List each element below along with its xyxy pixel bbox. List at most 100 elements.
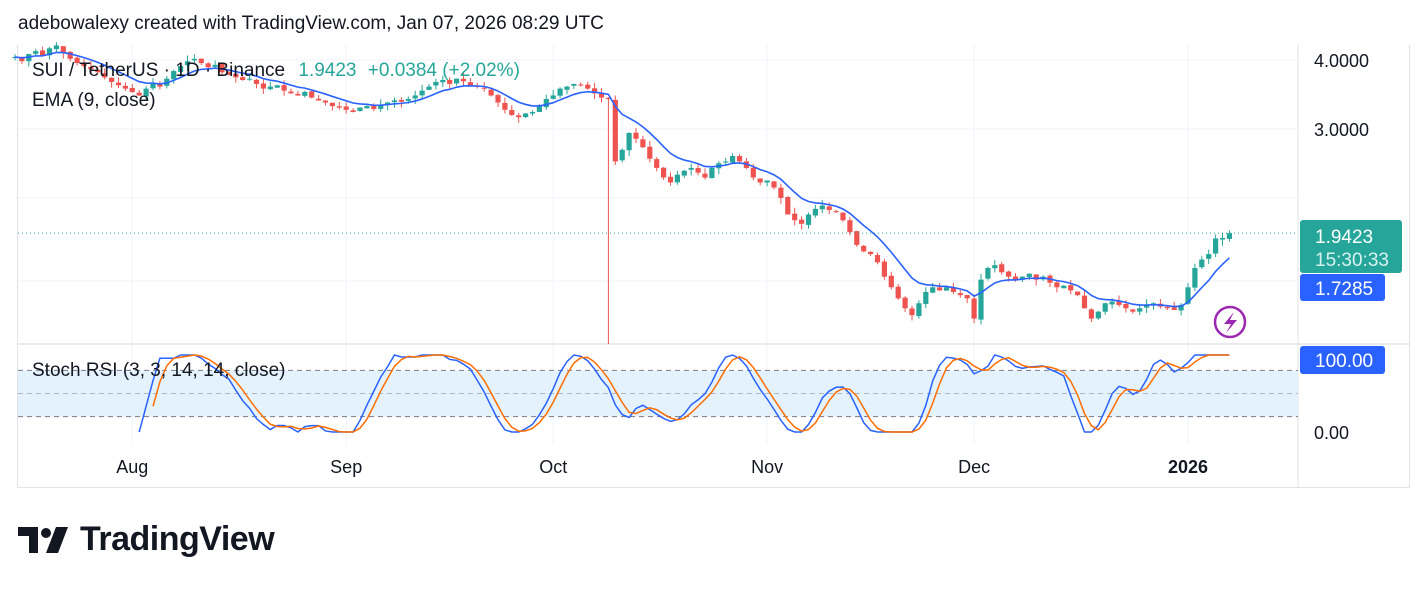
candle-body [1109,301,1115,305]
candle-body [74,57,80,64]
candle-body [854,231,860,245]
candle-body [523,113,529,118]
candle-body [605,97,611,99]
candle-body [564,86,570,90]
stoch-legend[interactable]: Stoch RSI (3, 3, 14, 14, close) [32,360,286,381]
candle-body [943,287,950,291]
candle-body [343,106,349,110]
candle-body [488,89,494,96]
candle-body [274,85,280,88]
candle-body [1226,233,1232,239]
candle-body [385,102,391,105]
candle-body [412,95,418,99]
candle-body [778,187,784,198]
candle-body [1185,287,1191,304]
stoch-value-label: 100.00 [1315,351,1373,372]
tradingview-logo-icon [18,526,68,553]
candle-body [578,84,584,86]
candle-body [40,50,46,56]
candle-body [67,51,73,59]
candle-body [1068,285,1074,291]
candle-body [771,181,777,188]
candle-body [1019,276,1025,280]
candle-body [923,291,929,304]
candle-body [260,83,266,89]
tradingview-logo: TradingView [18,520,275,559]
logo-text: TradingView [80,520,275,558]
chart[interactable]: Aug Sep Oct Nov Dec 20264.00003.00001.942315:… [0,0,1428,500]
candle-body [930,287,936,293]
candle-body [1081,295,1088,309]
candle-body [219,63,225,73]
candle-body [1206,254,1212,259]
candle-body [426,86,432,90]
candle-body [309,91,315,98]
last-price-badge [1300,220,1402,273]
stoch-k-line [138,354,1230,433]
candle-body [619,149,625,161]
last-price: 1.9423 [298,60,357,81]
candle-body [281,85,287,91]
candle-body [592,88,598,94]
candle-body [191,58,197,61]
time-label-Nov: Nov [751,457,783,477]
candle-body [550,95,556,99]
candle-body [53,45,59,50]
candle-body [509,110,515,115]
candle-body [805,214,812,225]
candle-body [654,159,660,168]
candle-body [240,77,246,80]
candle-body [122,85,128,89]
candle-body [371,105,377,110]
candle-body [536,106,542,112]
candle-body [136,92,142,96]
candle-body [391,100,398,103]
candle-body [460,78,467,82]
ema-legend[interactable]: EMA (9, close) [32,90,156,111]
symbol-legend[interactable]: SUI / TetherUS · 1D · Binance 1.9423 +0.… [32,60,520,82]
price-tick: 4.0000 [1314,51,1369,71]
candle-body [1054,282,1060,288]
price-change: +0.0384 (+2.02%) [367,60,520,81]
candle-body [212,64,218,67]
candle-body [60,46,66,53]
candle-body [46,48,53,56]
candle-body [661,167,667,178]
time-label-2026: 2026 [1168,457,1208,477]
candle-body [695,168,701,173]
last-price-label: 1.9423 [1315,227,1373,248]
candle-body [102,73,108,78]
candle-body [647,146,653,159]
candle-body [1219,237,1226,240]
candle-body [978,279,984,320]
candle-body [1137,308,1143,312]
candle-body [916,303,922,317]
bolt-circle [1213,305,1247,339]
candle-body [322,100,329,103]
candle-body [288,91,294,94]
candle-body [812,208,818,216]
stoch-zero-label: 0.00 [1314,423,1349,443]
candle-body [667,176,674,183]
bolt-glyph [1224,312,1237,333]
candle-body [674,174,680,183]
candle-body [1199,259,1205,268]
candle-body [1116,301,1122,305]
price-tick: 3.0000 [1314,120,1369,140]
countdown-label: 15:30:33 [1315,250,1389,271]
candles [12,42,1232,344]
candle-body [985,267,991,279]
candle-body [502,102,508,110]
candle-body [1012,276,1019,280]
candle-body [440,79,446,83]
candle-body [115,82,122,86]
candle-body [302,92,308,96]
candle-body [226,72,232,75]
candle-body [826,206,832,210]
candle-body [1213,238,1219,254]
candle-body [1130,309,1136,312]
candle-body [881,261,887,277]
candle-body [357,107,363,112]
candle-body [895,286,901,299]
candle-body [764,180,770,183]
